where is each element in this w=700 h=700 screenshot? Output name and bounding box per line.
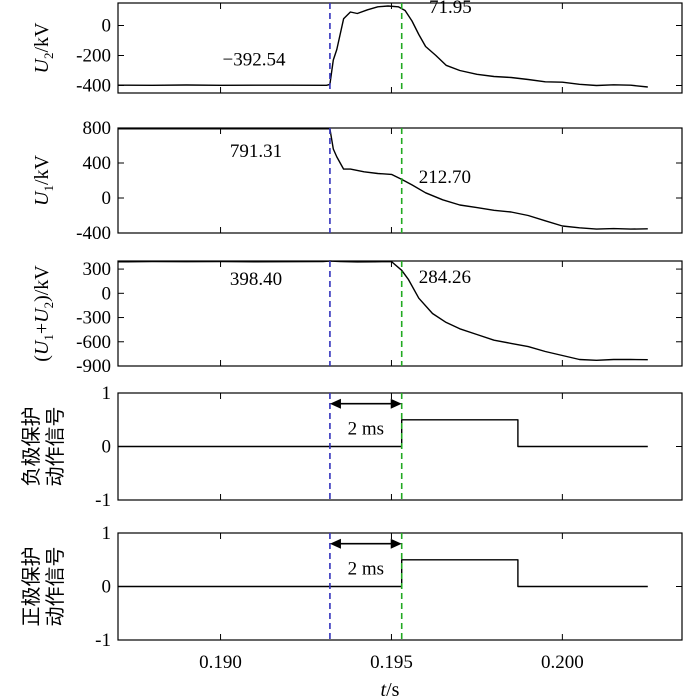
y-axis-label-line2: 动作信号 xyxy=(44,547,67,627)
y-tick-label: 0 xyxy=(102,283,112,304)
y-tick-label: -400 xyxy=(76,223,111,244)
y-axis-label-sub: 2 xyxy=(41,53,56,60)
y-axis-label-plus: + xyxy=(31,323,53,334)
value-annotation: 284.26 xyxy=(419,267,471,288)
y-tick-label: 1 xyxy=(102,523,112,544)
y-tick-label: 0 xyxy=(102,188,112,209)
x-axis-label-var: t xyxy=(381,679,387,700)
value-annotation: −392.54 xyxy=(223,49,286,70)
series-line-1 xyxy=(117,5,648,88)
panel-2: 800 400 0 -400 U1/kV 791.31 212.70 xyxy=(31,118,683,244)
y-tick-label: 1 xyxy=(102,383,112,404)
y-tick-label: -900 xyxy=(76,356,111,377)
y-axis-label: 正极保护 动作信号 xyxy=(20,547,67,627)
y-axis-label: U2/kV xyxy=(31,22,56,74)
y-axis-label-unit: /kV xyxy=(31,154,53,185)
y-axis-label-unit: /kV xyxy=(31,22,53,53)
x-axis-label-unit: /s xyxy=(386,679,400,700)
interval-label: 2 ms xyxy=(348,559,384,580)
y-tick-label: 800 xyxy=(83,118,112,139)
interval-arrow-head-left xyxy=(329,398,341,409)
value-annotation: 212.70 xyxy=(419,167,471,188)
y-tick-label: -300 xyxy=(76,308,111,329)
y-axis-label-sub: 1 xyxy=(41,185,56,192)
series-line-1 xyxy=(118,419,648,448)
panel-frame xyxy=(117,127,683,234)
y-tick-label: -600 xyxy=(76,332,111,353)
y-tick-label: 0 xyxy=(102,577,112,598)
y-axis-label: 负极保护 动作信号 xyxy=(20,407,67,487)
y-tick-label: 400 xyxy=(83,153,112,174)
interval-arrow-head-right xyxy=(390,538,402,549)
series-line-1 xyxy=(118,128,648,230)
series-line-1 xyxy=(118,559,648,588)
interval-arrow-head-left xyxy=(329,538,341,549)
y-tick-label: 300 xyxy=(83,259,112,280)
y-tick-label: -200 xyxy=(76,46,111,67)
interval-arrow-head-right xyxy=(390,398,402,409)
interval-label: 2 ms xyxy=(348,419,384,440)
y-tick-label: 0 xyxy=(102,437,112,458)
y-axis-label: (U1+U2)/kV xyxy=(31,265,56,362)
panel-4: 1 0 -1 负极保护 动作信号 2 ms xyxy=(20,383,683,511)
y-axis-label-unit: )/kV xyxy=(31,265,53,302)
x-axis-label: t/s xyxy=(381,679,400,700)
value-annotation: 71.95 xyxy=(429,0,472,18)
y-axis-label-var: U xyxy=(31,190,53,206)
y-axis-label-sub-b: 2 xyxy=(41,302,56,309)
x-tick-label: 0.200 xyxy=(541,652,584,673)
panel-5: 1 0 -1 0.190 0.195 0.200 正极保护 动作信号 2 ms t/s xyxy=(20,523,683,700)
y-axis-label-line2: 动作信号 xyxy=(44,407,67,487)
panel-frame xyxy=(117,2,683,94)
series-line-1 xyxy=(117,260,648,361)
y-axis-label-var-a: U xyxy=(31,339,53,355)
y-tick-label: 0 xyxy=(102,16,112,37)
value-annotation: 398.40 xyxy=(230,269,282,290)
y-axis-label-var-b: U xyxy=(31,307,53,323)
y-axis-label-paren: ( xyxy=(31,355,53,362)
y-axis-label-line1: 负极保护 xyxy=(20,407,43,487)
y-tick-label: -400 xyxy=(76,76,111,97)
value-annotation: 791.31 xyxy=(230,141,282,162)
x-tick-label: 0.195 xyxy=(370,652,413,673)
y-axis-label-sub-a: 1 xyxy=(41,334,56,341)
y-axis-label-line1: 正极保护 xyxy=(20,547,43,627)
y-axis-label: U1/kV xyxy=(31,154,56,206)
y-axis-label-var: U xyxy=(31,57,53,73)
y-tick-label: -1 xyxy=(95,630,111,651)
y-tick-label: -1 xyxy=(95,490,111,511)
panel-1: 0 -200 -400 U2/kV −392.54 71.95 xyxy=(31,0,683,97)
x-tick-label: 0.190 xyxy=(199,652,242,673)
panel-frame xyxy=(117,260,683,367)
